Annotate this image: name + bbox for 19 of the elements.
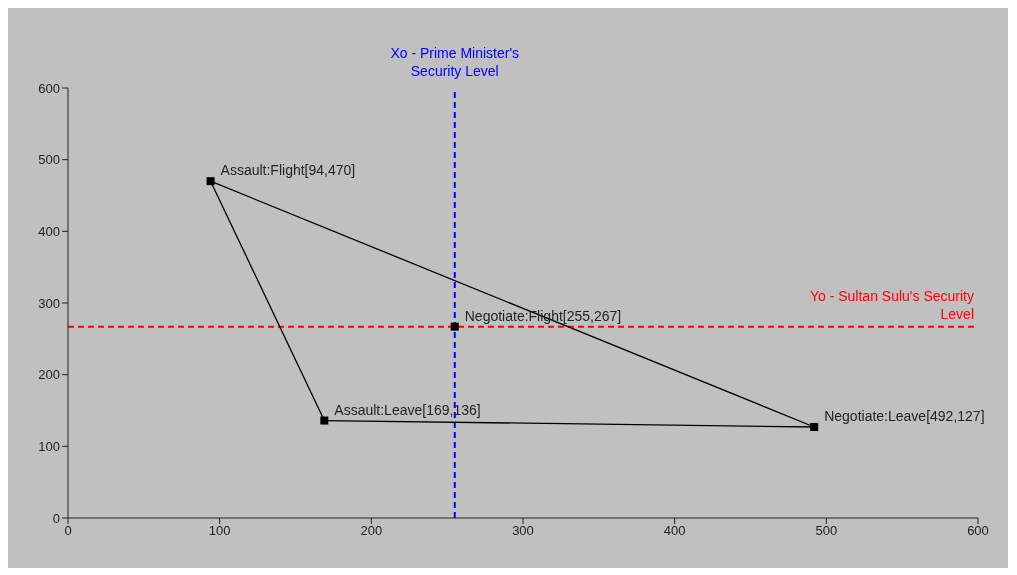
y-tick-label: 600 (38, 80, 60, 96)
annotation: Negotiate:Leave[492,127] (824, 407, 985, 424)
y-tick-label: 0 (52, 510, 60, 526)
x-tick-label: 500 (815, 523, 838, 539)
x-tick-label: 400 (663, 523, 686, 539)
ref-line-label: Xo - Prime Minister's Security Level (390, 45, 520, 79)
annotation: Assault:Flight[94,470] (220, 162, 356, 179)
y-tick-label: 200 (38, 367, 60, 383)
annotation: Assault:Leave[169,136] (334, 401, 481, 418)
y-tick-label: 500 (38, 152, 60, 168)
y-tick-label: 400 (38, 223, 60, 239)
y-tick-label: 100 (38, 438, 60, 454)
y-tick-label: 300 (38, 295, 60, 311)
x-tick-label: 200 (360, 523, 383, 539)
x-tick-label: 300 (512, 523, 534, 539)
x-tick-label: 100 (208, 523, 231, 539)
ref-line-label: Yo - Sultan Sulu's Security Level (809, 287, 974, 322)
x-tick-label: 600 (967, 523, 989, 539)
x-tick-label: 0 (64, 523, 72, 539)
